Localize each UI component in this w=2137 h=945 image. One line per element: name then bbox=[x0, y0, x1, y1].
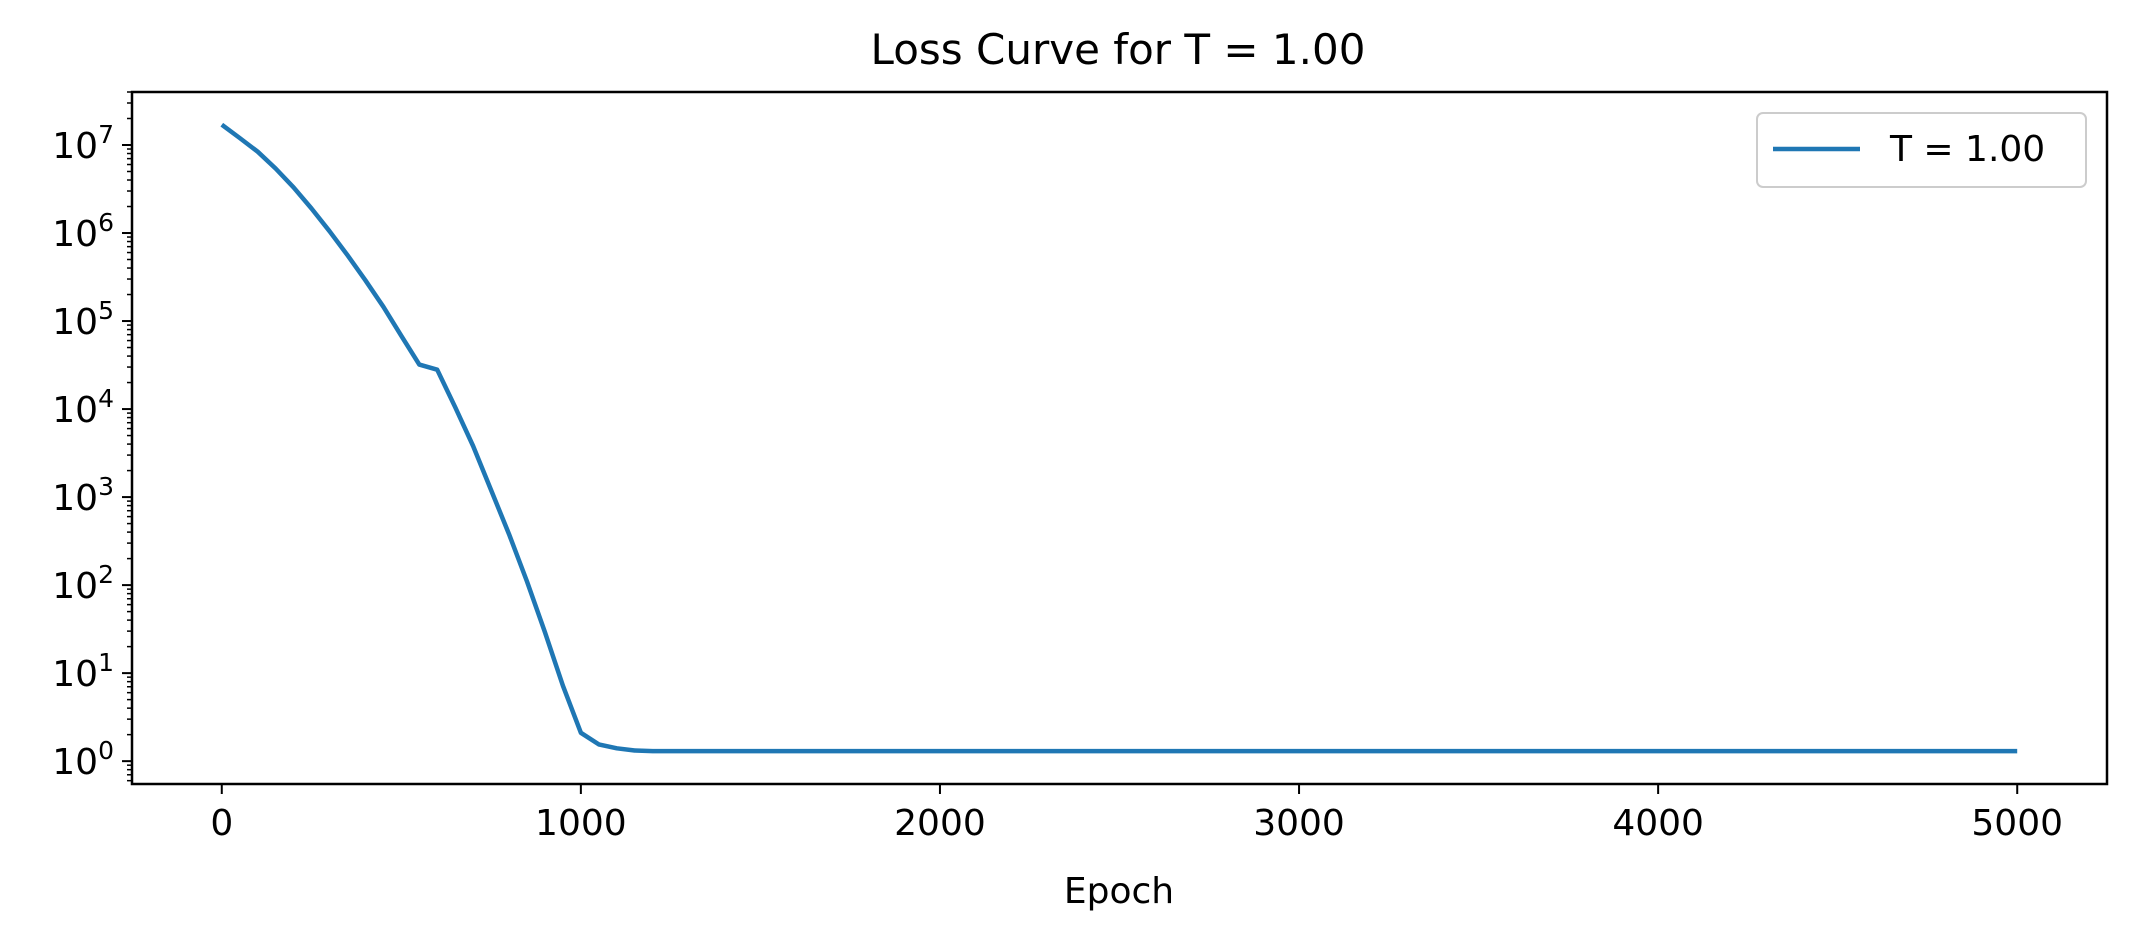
x-tick-label: 5000 bbox=[1971, 803, 2063, 844]
x-tick-label: 2000 bbox=[894, 803, 986, 844]
y-tick-label: 103 bbox=[52, 472, 114, 519]
legend: T = 1.00 bbox=[1756, 112, 2087, 188]
y-ticks: 100 101 102 103 104 105 106 107 bbox=[52, 120, 132, 783]
legend-label: T = 1.00 bbox=[1889, 129, 2045, 170]
y-tick-label: 102 bbox=[52, 560, 114, 607]
y-tick-label: 107 bbox=[52, 120, 114, 167]
x-tick-label: 4000 bbox=[1612, 803, 1704, 844]
y-tick-label: 100 bbox=[52, 736, 114, 783]
chart-title: Loss Curve for T = 1.00 bbox=[871, 25, 1366, 74]
y-tick-label: 105 bbox=[52, 296, 114, 343]
x-ticks: 0 1000 2000 3000 4000 5000 bbox=[210, 784, 2063, 844]
legend-box bbox=[1756, 112, 2087, 188]
plot-frame bbox=[130, 90, 2109, 786]
x-tick-label: 1000 bbox=[535, 803, 627, 844]
y-tick-label: 104 bbox=[52, 384, 114, 431]
y-tick-label: 106 bbox=[52, 208, 114, 255]
x-axis-label: Epoch bbox=[1064, 871, 1174, 912]
series-line-t-1-00 bbox=[220, 122, 2018, 754]
y-tick-label: 101 bbox=[52, 648, 114, 695]
x-tick-label: 0 bbox=[210, 803, 233, 844]
x-tick-label: 3000 bbox=[1253, 803, 1345, 844]
